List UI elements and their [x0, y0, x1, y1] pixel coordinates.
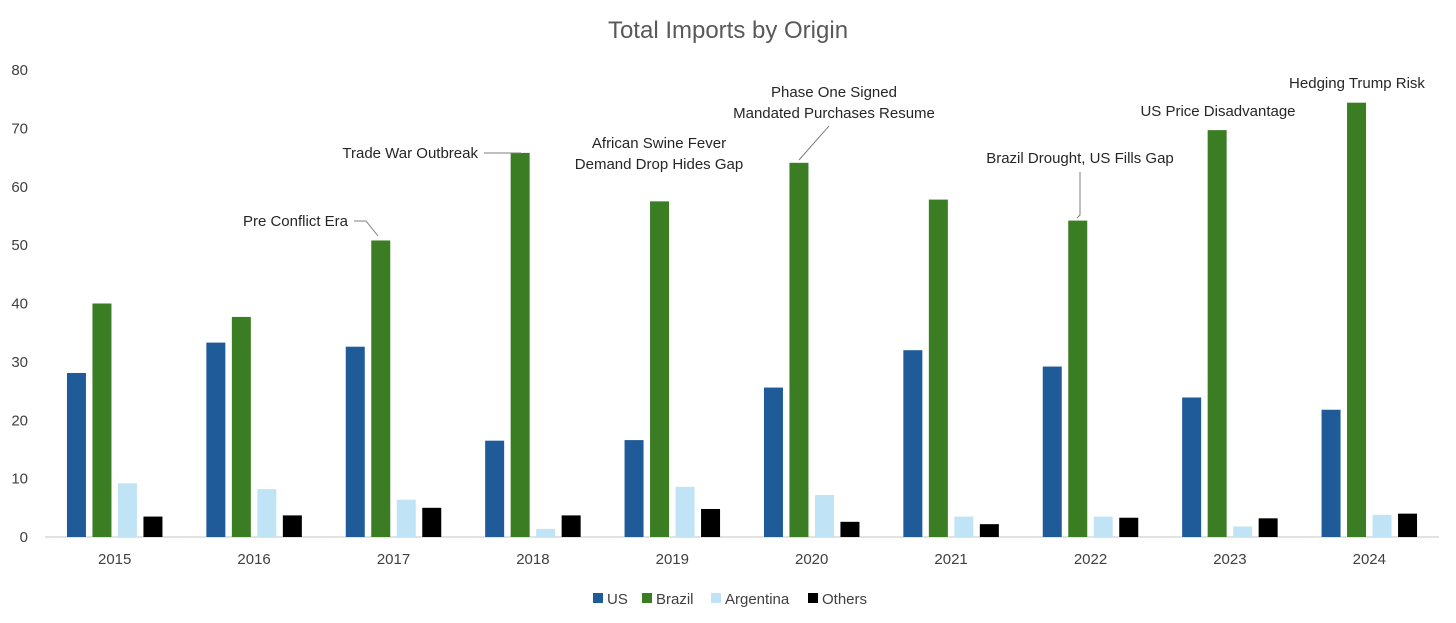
bar-brazil-2024 — [1347, 102, 1367, 537]
y-tick-label: 10 — [11, 471, 28, 488]
annotation-2020: Phase One Signed Mandated Purchases Resum… — [733, 84, 935, 161]
bar-argentina-2021 — [954, 516, 974, 537]
annotation-leader-line — [354, 220, 379, 237]
bar-argentina-2019 — [675, 486, 695, 537]
bar-argentina-2023 — [1233, 526, 1253, 537]
y-tick-label: 80 — [11, 62, 28, 79]
legend-label: Others — [822, 591, 867, 608]
bar-others-2020 — [840, 521, 860, 537]
x-axis: 2015 2016 2017 2018 2019 2020 2021 2022 2023 2024 — [45, 536, 1439, 568]
annotation-leader-line — [798, 125, 830, 161]
y-tick-label: 30 — [11, 354, 28, 371]
annotation-text: African Swine Fever — [592, 135, 726, 152]
legend-swatch — [593, 593, 603, 603]
legend-label: Argentina — [725, 591, 790, 608]
bar-us-2023 — [1182, 397, 1202, 537]
y-tick-label: 70 — [11, 120, 28, 137]
x-tick-label: 2022 — [1074, 551, 1107, 568]
x-tick-label: 2020 — [795, 551, 828, 568]
legend-item-others: Others — [808, 591, 867, 608]
bar-us-2015 — [66, 372, 86, 537]
annotation-2018: Trade War Outbreak — [342, 145, 521, 162]
annotation-text: US Price Disadvantage — [1140, 103, 1295, 120]
legend-item-us: US — [593, 591, 628, 608]
annotation-2023: US Price Disadvantage — [1140, 103, 1295, 120]
bar-brazil-2018 — [510, 152, 530, 537]
bar-brazil-2015 — [92, 303, 112, 537]
bar-us-2019 — [624, 440, 644, 537]
bar-argentina-2020 — [814, 494, 834, 537]
x-tick-label: 2023 — [1213, 551, 1246, 568]
bar-others-2019 — [701, 508, 721, 537]
bar-brazil-2017 — [371, 240, 391, 537]
legend-label: Brazil — [656, 591, 694, 608]
bar-others-2023 — [1258, 518, 1278, 537]
bar-brazil-2020 — [789, 162, 809, 537]
legend-label: US — [607, 591, 628, 608]
bar-us-2018 — [485, 440, 505, 537]
annotations: Pre Conflict Era Trade War Outbreak Africa… — [243, 75, 1425, 237]
bar-argentina-2018 — [536, 528, 556, 537]
y-tick-label: 40 — [11, 296, 28, 313]
bar-brazil-2016 — [231, 316, 251, 537]
y-tick-label: 0 — [20, 529, 28, 546]
bar-brazil-2021 — [928, 199, 948, 537]
bar-argentina-2017 — [396, 499, 416, 537]
bar-us-2020 — [763, 387, 783, 537]
annotation-text: Trade War Outbreak — [342, 145, 478, 162]
bar-argentina-2022 — [1093, 516, 1113, 537]
legend-swatch — [642, 593, 652, 603]
annotation-text: Mandated Purchases Resume — [733, 105, 935, 122]
y-axis: 0 10 20 30 40 50 60 70 80 — [11, 62, 28, 546]
annotation-text: Phase One Signed — [771, 84, 897, 101]
y-tick-label: 20 — [11, 412, 28, 429]
bar-others-2022 — [1119, 517, 1139, 537]
legend-swatch — [808, 593, 818, 603]
bar-others-2015 — [143, 516, 163, 537]
annotation-2024: Hedging Trump Risk — [1289, 75, 1425, 92]
bar-argentina-2016 — [257, 489, 277, 537]
y-tick-label: 50 — [11, 237, 28, 254]
legend-item-argentina: Argentina — [711, 591, 790, 608]
y-tick-label: 60 — [11, 179, 28, 196]
bars — [66, 102, 1418, 538]
bar-others-2024 — [1398, 513, 1418, 537]
bar-others-2016 — [282, 515, 302, 537]
annotation-text: Demand Drop Hides Gap — [575, 156, 743, 173]
x-tick-label: 2017 — [377, 551, 410, 568]
legend-swatch — [711, 593, 721, 603]
x-tick-label: 2021 — [934, 551, 967, 568]
x-tick-label: 2016 — [237, 551, 270, 568]
legend-item-brazil: Brazil — [642, 591, 694, 608]
annotation-leader-line — [1076, 172, 1081, 219]
bar-brazil-2022 — [1068, 220, 1088, 538]
bar-argentina-2015 — [117, 483, 137, 537]
annotation-text: Pre Conflict Era — [243, 213, 349, 230]
x-tick-label: 2018 — [516, 551, 549, 568]
bar-argentina-2024 — [1372, 514, 1392, 537]
x-tick-label: 2024 — [1353, 551, 1386, 568]
annotation-text: Brazil Drought, US Fills Gap — [986, 150, 1174, 167]
bar-others-2021 — [979, 524, 999, 537]
bar-others-2018 — [561, 515, 581, 537]
bar-us-2022 — [1042, 366, 1062, 537]
chart-title: Total Imports by Origin — [608, 17, 848, 44]
bar-us-2024 — [1321, 409, 1341, 537]
x-tick-label: 2015 — [98, 551, 131, 568]
bar-brazil-2019 — [650, 201, 670, 537]
bar-others-2017 — [422, 507, 442, 537]
bar-us-2016 — [206, 342, 226, 537]
legend: US Brazil Argentina Others — [593, 591, 867, 608]
bar-brazil-2023 — [1207, 130, 1227, 537]
annotation-2019: African Swine Fever Demand Drop Hides Gap — [575, 135, 743, 173]
annotation-2017: Pre Conflict Era — [243, 213, 379, 237]
x-tick-label: 2019 — [656, 551, 689, 568]
bar-us-2021 — [903, 350, 923, 537]
annotation-text: Hedging Trump Risk — [1289, 75, 1425, 92]
annotation-2022: Brazil Drought, US Fills Gap — [986, 150, 1174, 219]
bar-us-2017 — [345, 346, 365, 537]
